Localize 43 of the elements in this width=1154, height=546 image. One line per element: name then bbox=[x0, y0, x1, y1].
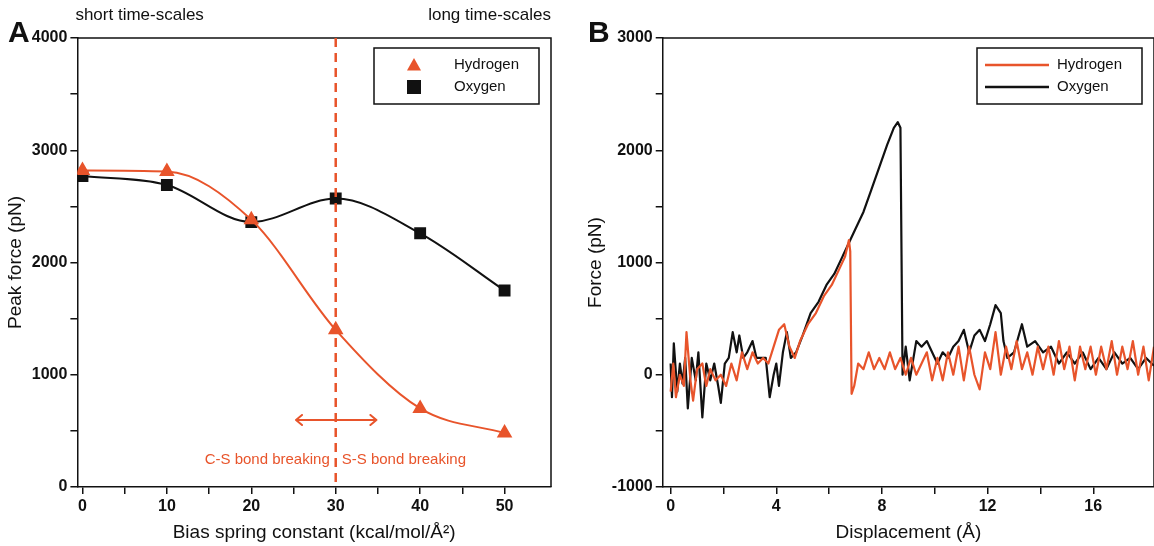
x-tick-label: 20 bbox=[242, 497, 261, 515]
y-tick-label: -1000 bbox=[611, 477, 653, 495]
point bbox=[497, 425, 512, 438]
legend-label: Oxygen bbox=[1057, 77, 1109, 95]
y-tick-label: 1000 bbox=[617, 252, 653, 270]
chart-title: B bbox=[588, 15, 610, 48]
x-tick-label: 30 bbox=[326, 497, 345, 515]
y-tick-label: 0 bbox=[643, 365, 653, 383]
point bbox=[244, 211, 259, 225]
chart-title: A bbox=[8, 15, 30, 48]
point bbox=[77, 162, 90, 175]
y-tick-label: 3000 bbox=[31, 140, 68, 158]
point bbox=[498, 284, 511, 297]
annotation: S-S bond breaking bbox=[341, 450, 466, 468]
x-tick-label: 4 bbox=[771, 497, 781, 515]
y-tick-label: 1000 bbox=[31, 365, 68, 383]
y-tick-label: 4000 bbox=[31, 28, 68, 46]
x-tick-label: 50 bbox=[495, 497, 514, 515]
point bbox=[159, 163, 174, 177]
y-axis-title: Peak force (pN) bbox=[3, 195, 25, 330]
y-axis-title: Force (pN) bbox=[583, 217, 605, 308]
x-tick-label: 8 bbox=[877, 497, 887, 515]
x-axis-title: Displacement (Å) bbox=[835, 520, 982, 542]
x-tick-label: 0 bbox=[666, 497, 676, 515]
x-tick-label: 12 bbox=[978, 497, 997, 515]
point bbox=[413, 400, 428, 413]
legend-label: Hydrogen bbox=[454, 55, 520, 73]
text: short time-scales bbox=[75, 5, 204, 24]
point bbox=[160, 179, 173, 191]
y-tick-label: 2000 bbox=[31, 252, 68, 270]
x-tick-label: 40 bbox=[411, 497, 430, 515]
text: long time-scales bbox=[428, 5, 551, 24]
legend-label: Oxygen bbox=[454, 77, 506, 95]
y-tick-label: 0 bbox=[58, 477, 68, 495]
y-tick-label: 2000 bbox=[617, 140, 653, 158]
x-tick-label: 16 bbox=[1084, 497, 1103, 515]
y-tick-label: 3000 bbox=[617, 28, 653, 46]
annotation: C-S bond breaking bbox=[204, 450, 330, 468]
x-tick-label: 0 bbox=[78, 497, 88, 515]
point bbox=[414, 227, 427, 240]
x-axis-title: Bias spring constant (kcal/mol/Å²) bbox=[172, 520, 456, 542]
x-tick-label: 10 bbox=[157, 497, 176, 515]
legend-label: Hydrogen bbox=[1057, 55, 1123, 73]
